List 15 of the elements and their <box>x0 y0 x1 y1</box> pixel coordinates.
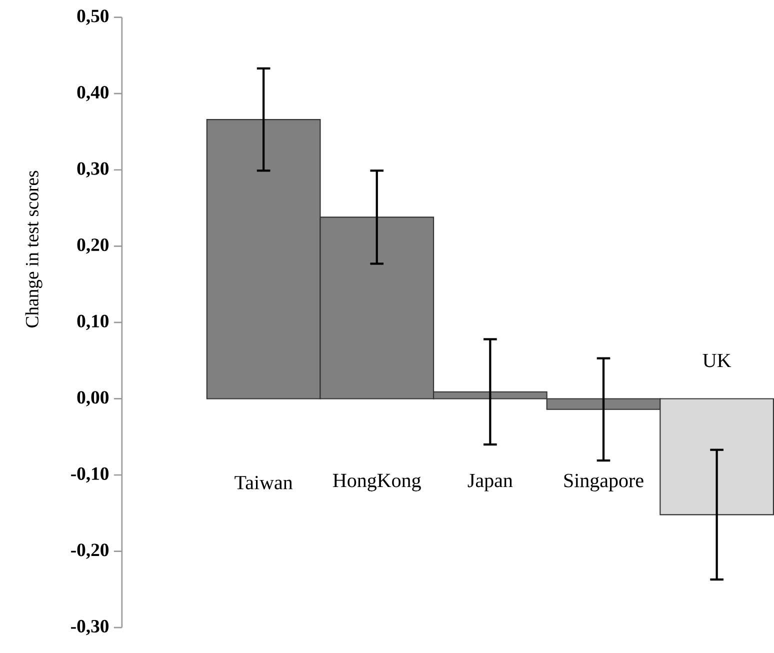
x-tick-label: UK <box>702 354 732 368</box>
y-tick-label: -0,30 <box>71 620 108 636</box>
y-tick-label: -0,20 <box>71 544 108 560</box>
x-tick-label: Japan <box>468 474 513 492</box>
y-tick-label: 0,40 <box>77 86 108 102</box>
x-tick-label: Taiwan <box>234 476 293 490</box>
y-tick-label: -0,10 <box>71 468 108 483</box>
y-tick-label: 0,00 <box>77 391 108 407</box>
x-tick-label: Singapore <box>564 474 644 492</box>
y-tick-label: 0,30 <box>77 162 108 178</box>
y-tick-label: 0,10 <box>77 315 108 330</box>
y-tick-label: 0,20 <box>77 238 108 254</box>
y-tick-label: 0,50 <box>77 10 108 26</box>
x-tick-label: HongKong <box>333 474 421 492</box>
y-axis-title: Change in test scores <box>25 171 42 328</box>
